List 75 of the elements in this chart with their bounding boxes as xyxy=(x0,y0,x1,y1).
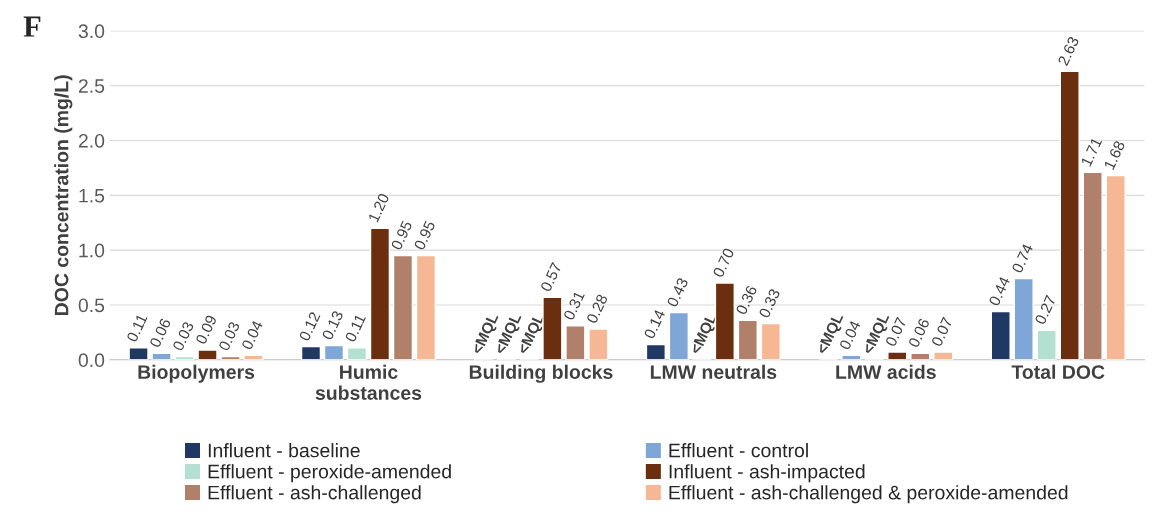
bar xyxy=(714,282,735,360)
data-label: 0.06 xyxy=(907,317,930,349)
bar xyxy=(323,344,345,360)
bar xyxy=(197,349,218,360)
x-tick-label: Total DOC xyxy=(1011,364,1105,379)
data-label: 0.95 xyxy=(390,220,413,251)
legend-label: Effluent - ash-challenged xyxy=(208,485,421,504)
bar xyxy=(392,254,414,360)
data-label: 0.57 xyxy=(540,261,562,293)
data-label: 0.70 xyxy=(712,247,735,278)
x-tick-label: Building blocks xyxy=(469,364,613,383)
bar xyxy=(1105,174,1126,360)
data-label: 0.44 xyxy=(988,275,1011,307)
data-label: 0.27 xyxy=(1034,294,1057,326)
bar xyxy=(369,227,391,360)
x-tick-label: LMW acids xyxy=(836,364,936,379)
data-label: 0.13 xyxy=(321,310,344,341)
data-label: 2.63 xyxy=(1057,35,1080,67)
y-tick-label: 0.0 xyxy=(78,353,105,368)
data-label: 1.71 xyxy=(1080,136,1103,167)
bar xyxy=(1036,329,1057,360)
bar xyxy=(645,343,666,360)
data-label: 0.28 xyxy=(586,293,608,324)
legend-label: Influent - ash-impacted xyxy=(669,464,865,483)
bar xyxy=(415,254,437,360)
y-tick-label: 3.0 xyxy=(78,24,105,39)
y-tick-label: 2.0 xyxy=(78,133,105,148)
data-label: 0.06 xyxy=(149,317,172,349)
bar xyxy=(668,311,689,360)
legend-label: Effluent - ash-challenged & peroxide-amended xyxy=(669,485,1068,504)
x-tick-label: LMW neutrals xyxy=(650,364,777,379)
bar xyxy=(990,310,1011,360)
data-label: 0.14 xyxy=(643,308,666,340)
y-tick-label: 1.0 xyxy=(79,243,105,258)
y-tick-label: 1.5 xyxy=(79,188,105,203)
text: F xyxy=(23,16,41,37)
text: <MQL xyxy=(472,312,499,355)
data-label: 0.03 xyxy=(172,321,195,352)
data-label: 0.31 xyxy=(563,290,585,321)
data-label: 0.07 xyxy=(930,316,953,348)
data-label: 0.12 xyxy=(298,311,321,342)
bar xyxy=(760,322,781,360)
bar xyxy=(737,319,758,360)
bar xyxy=(588,328,609,360)
text: <MQL xyxy=(690,312,717,355)
y-tick-label: 0.5 xyxy=(78,298,105,313)
data-label: 0.95 xyxy=(413,220,436,251)
data-label: 0.33 xyxy=(758,288,781,319)
bar xyxy=(542,296,563,360)
data-label: 0.36 xyxy=(735,284,758,316)
bar xyxy=(128,347,149,360)
data-label: 0.43 xyxy=(666,277,689,308)
bar xyxy=(565,325,586,360)
data-label: 0.09 xyxy=(195,314,218,345)
bar xyxy=(1082,171,1103,360)
x-tick-label: Humic substances xyxy=(315,364,422,400)
legend-label: Effluent - peroxide-amended xyxy=(208,464,451,483)
x-tick-label: Biopolymers xyxy=(138,364,255,383)
data-label: 1.68 xyxy=(1103,140,1126,170)
data-label: 0.11 xyxy=(344,313,367,343)
y-axis-title: DOC concentration (mg/L) xyxy=(54,75,73,315)
bar xyxy=(346,347,368,360)
bar xyxy=(1013,277,1034,360)
bar xyxy=(887,351,908,360)
bar xyxy=(1059,70,1080,360)
legend-label: Influent - baseline xyxy=(208,443,360,458)
bar xyxy=(300,345,322,360)
data-label: 0.74 xyxy=(1011,242,1034,274)
data-label: 1.20 xyxy=(367,192,390,223)
y-tick-label: 2.5 xyxy=(78,79,105,93)
bar xyxy=(933,351,954,360)
legend-label: Effluent - control xyxy=(669,443,808,458)
data-label: 0.03 xyxy=(218,321,241,352)
data-label: 0.04 xyxy=(241,319,264,351)
data-label: 0.11 xyxy=(126,313,148,343)
